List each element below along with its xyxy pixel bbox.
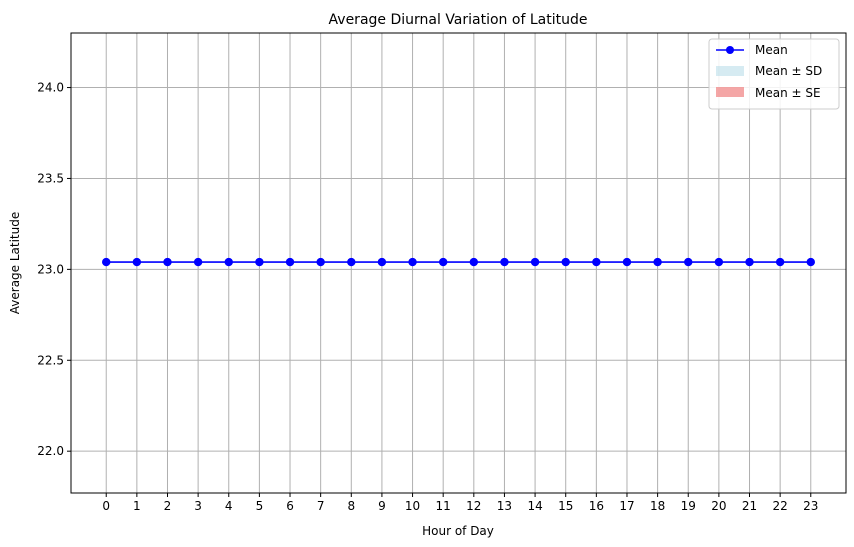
data-point bbox=[684, 257, 693, 267]
x-tick-label: 0 bbox=[102, 499, 110, 513]
data-point bbox=[561, 257, 570, 267]
x-tick-label: 17 bbox=[619, 499, 634, 513]
y-tick-label: 23.5 bbox=[37, 171, 64, 185]
data-point bbox=[255, 257, 264, 267]
x-tick-label: 7 bbox=[317, 499, 325, 513]
x-tick-label: 22 bbox=[772, 499, 787, 513]
x-tick-label: 8 bbox=[347, 499, 355, 513]
x-tick-label: 4 bbox=[225, 499, 233, 513]
data-point bbox=[469, 257, 479, 267]
data-point bbox=[806, 257, 815, 267]
data-point bbox=[347, 257, 356, 267]
y-tick-label: 23.0 bbox=[37, 262, 64, 276]
data-point bbox=[745, 257, 754, 267]
data-point bbox=[285, 257, 295, 267]
data-point bbox=[163, 257, 172, 267]
data-point bbox=[102, 257, 111, 267]
x-axis-label: Hour of Day bbox=[422, 524, 494, 538]
x-tick-label: 11 bbox=[436, 499, 451, 513]
legend-label-se: Mean ± SE bbox=[755, 86, 821, 100]
x-tick-label: 23 bbox=[803, 499, 818, 513]
y-axis: 22.0 22.5 23.0 23.5 24.0 bbox=[37, 81, 71, 458]
x-tick-label: 19 bbox=[681, 499, 696, 513]
x-axis: 0 1 2 3 4 5 6 7 8 9 10 11 12 13 14 15 16 17 18 19 20 21 22 23 bbox=[102, 493, 818, 513]
data-point bbox=[316, 257, 325, 267]
data-point bbox=[193, 257, 203, 267]
legend-label-sd: Mean ± SD bbox=[755, 64, 822, 78]
legend-sd-swatch bbox=[716, 66, 744, 76]
x-tick-label: 2 bbox=[164, 499, 172, 513]
data-point bbox=[377, 257, 387, 267]
y-tick-label: 22.5 bbox=[37, 353, 64, 367]
x-tick-label: 6 bbox=[286, 499, 294, 513]
x-tick-label: 16 bbox=[589, 499, 604, 513]
x-tick-label: 10 bbox=[405, 499, 420, 513]
data-point bbox=[224, 257, 233, 267]
x-tick-label: 15 bbox=[558, 499, 573, 513]
x-tick-label: 1 bbox=[133, 499, 141, 513]
data-point bbox=[438, 257, 448, 267]
legend-se-swatch bbox=[716, 87, 744, 97]
data-point bbox=[714, 257, 724, 267]
x-tick-label: 9 bbox=[378, 499, 386, 513]
x-tick-label: 20 bbox=[711, 499, 726, 513]
data-point bbox=[500, 257, 509, 267]
data-point bbox=[408, 257, 417, 267]
x-tick-label: 21 bbox=[742, 499, 757, 513]
y-tick-label: 24.0 bbox=[37, 81, 64, 95]
data-point bbox=[530, 257, 540, 267]
x-tick-label: 14 bbox=[527, 499, 542, 513]
data-point bbox=[622, 257, 632, 267]
x-tick-label: 13 bbox=[497, 499, 512, 513]
chart-title: Average Diurnal Variation of Latitude bbox=[329, 12, 588, 28]
y-axis-label: Average Latitude bbox=[8, 212, 22, 314]
data-point bbox=[653, 257, 662, 267]
x-tick-label: 3 bbox=[194, 499, 202, 513]
plot-frame bbox=[70, 32, 847, 494]
data-point bbox=[132, 257, 142, 267]
legend-mean-marker bbox=[726, 46, 734, 54]
data-point bbox=[775, 257, 785, 267]
y-tick-label: 22.0 bbox=[37, 444, 64, 458]
x-tick-label: 18 bbox=[650, 499, 665, 513]
x-tick-label: 5 bbox=[256, 499, 264, 513]
data-point bbox=[592, 257, 601, 267]
legend-label-mean: Mean bbox=[755, 43, 788, 57]
legend: Mean Mean ± SD Mean ± SE bbox=[708, 38, 840, 110]
plot-series bbox=[102, 257, 815, 267]
x-tick-label: 12 bbox=[466, 499, 481, 513]
